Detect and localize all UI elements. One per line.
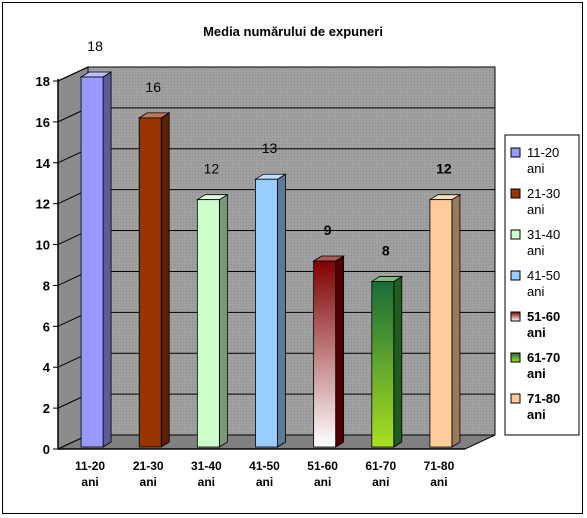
bar-side (102, 71, 112, 448)
legend-label: 41-50 (527, 268, 560, 283)
legend-label-line2: ani (527, 243, 544, 258)
legend-label-line2: ani (527, 366, 546, 381)
legend-label-line2: ani (527, 161, 544, 176)
bar-41-50 (254, 173, 287, 448)
legend-label-line2: ani (527, 284, 544, 299)
x-tick-label: 51-60 (307, 459, 338, 473)
chart-frame: Media numărului de expuneri 0 2 4 6 8 10 12 14 1… (2, 2, 583, 514)
bar-front (255, 178, 278, 448)
y-tick-label: 0 (43, 442, 50, 457)
x-tick-label: 11-20 (75, 459, 105, 473)
data-label: 8 (382, 242, 390, 258)
gridline-side (57, 66, 89, 82)
bar-front (138, 117, 162, 448)
legend-label: 31-40 (527, 227, 560, 242)
data-label: 12 (204, 161, 220, 177)
y-tick-label: 10 (36, 238, 50, 253)
legend-label-line2: ani (527, 202, 544, 217)
legend-label-line2: ani (527, 407, 546, 422)
bar-front (429, 199, 453, 448)
legend-label: 11-20 (527, 145, 559, 160)
y-tick-label: 18 (36, 74, 50, 89)
legend-swatch (510, 311, 521, 322)
x-tick-label: 41-50 (249, 459, 280, 473)
legend-swatch (510, 147, 521, 158)
bar-side (277, 173, 286, 448)
x-tick-label: 71-80 (424, 459, 455, 473)
data-label: 12 (436, 161, 452, 177)
legend-swatch (510, 393, 521, 404)
x-tick-label-line2: ani (81, 475, 98, 489)
y-tick-label: 14 (36, 156, 51, 171)
data-label: 16 (145, 79, 161, 95)
bar-11-20 (79, 71, 113, 448)
legend-label: 51-60 (527, 309, 560, 324)
y-tick-label: 2 (43, 401, 50, 416)
legend-label: 21-30 (527, 186, 560, 201)
y-tick-label: 4 (43, 360, 51, 375)
legend-swatch (510, 188, 521, 199)
plot-area: 0 2 4 6 8 10 12 14 16 18 18 11-20 ani 16 21-30 ani 12 31-… (36, 38, 496, 489)
x-tick-label-line2: ani (372, 475, 389, 489)
x-tick-label: 61-70 (365, 459, 396, 473)
bar-front (196, 199, 220, 448)
bar-21-30 (137, 112, 171, 448)
chart-title: Media numărului de expuneri (203, 24, 383, 39)
bar-31-40 (195, 193, 229, 448)
bar-51-60 (312, 255, 346, 448)
legend-swatch (510, 270, 521, 281)
data-label: 9 (324, 222, 332, 238)
x-tick-label: 21-30 (133, 459, 164, 473)
legend-label: 61-70 (527, 350, 560, 365)
x-tick-label-line2: ani (198, 475, 215, 489)
x-tick-label-line2: ani (140, 475, 157, 489)
bar-side (218, 193, 228, 448)
legend-label-line2: ani (527, 325, 546, 340)
y-tick-label: 6 (43, 319, 50, 334)
data-label: 13 (262, 140, 278, 156)
y-tick-label: 8 (43, 278, 50, 293)
legend-swatch (510, 229, 521, 240)
y-tick-label: 16 (36, 115, 50, 130)
legend-box (504, 134, 580, 436)
bar-front (80, 76, 104, 448)
x-tick-label: 31-40 (191, 459, 222, 473)
legend-swatch (510, 352, 521, 363)
x-tick-label-line2: ani (430, 475, 447, 489)
bar-front (371, 281, 395, 448)
bar-side (335, 255, 345, 448)
bar-side (393, 275, 403, 448)
data-label: 18 (87, 38, 103, 54)
bar-side (160, 112, 170, 448)
bar-61-70 (370, 275, 404, 448)
bar-front (313, 260, 337, 448)
legend-label: 71-80 (527, 391, 560, 406)
bar-side (451, 193, 461, 448)
y-tick-label: 12 (36, 197, 50, 212)
bar-chart-3d: Media numărului de expuneri 0 2 4 6 8 10 12 14 1… (36, 24, 580, 489)
bar-71-80 (428, 193, 462, 448)
x-tick-label-line2: ani (256, 475, 273, 489)
x-tick-label-line2: ani (314, 475, 331, 489)
legend: 11-20ani21-30ani31-40ani41-50ani51-60ani… (504, 134, 580, 436)
